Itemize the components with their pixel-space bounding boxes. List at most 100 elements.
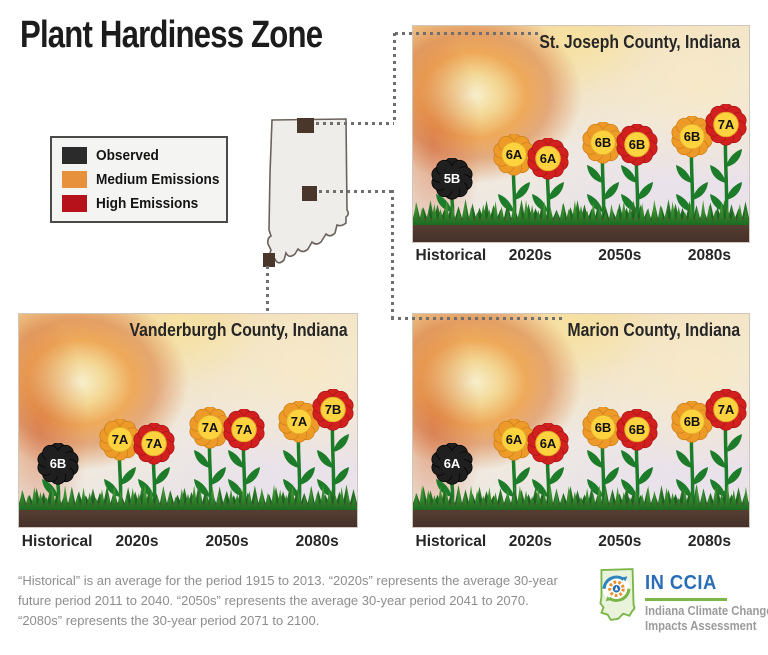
connector-st-joseph-h2 [395, 32, 538, 35]
footnote-line: “Historical” is an average for the perio… [18, 573, 558, 588]
inccia-logo: IN CCIA Indiana Climate Change Impacts A… [596, 567, 768, 634]
legend-swatch-high [62, 195, 87, 212]
flower-high-6A: 6A [527, 423, 569, 505]
connector-st-joseph-v [393, 33, 396, 124]
panel-st-joseph: St. Joseph County, Indiana 5B 6A 6A 6B 6B 6B 7… [412, 25, 750, 243]
county-marker-vanderburgh [263, 253, 275, 267]
svg-text:6B: 6B [50, 456, 67, 471]
flower-medium-6A: 6A [493, 419, 535, 505]
svg-text:6B: 6B [594, 135, 611, 150]
svg-text:7A: 7A [291, 414, 308, 429]
flower-group-2050s: 6B 6B [580, 407, 660, 505]
panel-title: St. Joseph County, Indiana [539, 31, 740, 52]
flower-group-historical: 6A [429, 443, 475, 505]
flower-group-historical: 5B [429, 158, 475, 220]
period-label-2080s: 2080s [295, 533, 339, 550]
flower-medium-7A: 7A [99, 419, 141, 505]
legend-swatch-observed [62, 147, 87, 164]
flower-medium-6B: 6B [671, 116, 713, 220]
panel-title: Marion County, Indiana [567, 319, 740, 340]
period-labels-vanderburgh: Historical 2020s 2050s 2080s [18, 533, 358, 553]
county-marker-st-joseph [297, 118, 314, 133]
period-label-2020s: 2020s [508, 533, 552, 550]
legend-item: Observed [62, 147, 216, 164]
legend-label: High Emissions [96, 195, 199, 212]
svg-text:6A: 6A [505, 432, 522, 447]
svg-text:5B: 5B [443, 171, 460, 186]
flower-medium-6B: 6B [671, 401, 713, 505]
flower-high-6A: 6A [527, 138, 569, 220]
flower-high-7A: 7A [133, 423, 175, 505]
flower-group-2020s: 6A 6A [491, 134, 571, 220]
svg-text:7B: 7B [325, 402, 342, 417]
svg-text:7A: 7A [202, 420, 219, 435]
period-label-historical: Historical [415, 247, 487, 264]
flower-group-historical: 6B [35, 443, 81, 505]
flower-group-2020s: 6A 6A [491, 419, 571, 505]
connector-marion-h1 [319, 190, 393, 193]
period-label-2020s: 2020s [115, 533, 159, 550]
logo-line1: Indiana Climate Change [645, 603, 768, 618]
panel-marion: Marion County, Indiana 6A 6A 6A 6B 6B 6B 7A [412, 313, 750, 528]
county-marker-marion [302, 186, 317, 201]
svg-text:6A: 6A [505, 147, 522, 162]
svg-text:6B: 6B [628, 137, 645, 152]
svg-text:6A: 6A [539, 151, 556, 166]
page-title: Plant Hardiness Zone [20, 14, 323, 56]
flower-group-2080s: 7A 7B [276, 389, 356, 505]
period-label-2050s: 2050s [598, 533, 642, 550]
svg-text:7A: 7A [112, 432, 129, 447]
svg-text:6B: 6B [594, 420, 611, 435]
svg-text:6B: 6B [683, 129, 700, 144]
svg-text:7A: 7A [717, 402, 734, 417]
period-label-historical: Historical [21, 533, 93, 550]
logo-rule [645, 598, 727, 601]
legend-swatch-medium [62, 171, 87, 188]
flower-field: 5B 6A 6A 6B 6B 6B 7A [413, 26, 749, 220]
indiana-map [263, 118, 350, 267]
flower-field: 6B 7A 7A 7A 7A 7A 7B [19, 314, 357, 505]
connector-vanderburgh-v [266, 266, 269, 313]
period-label-2080s: 2080s [687, 533, 731, 550]
svg-text:6B: 6B [683, 414, 700, 429]
period-label-2050s: 2050s [205, 533, 249, 550]
footnote: “Historical” is an average for the perio… [18, 571, 578, 630]
flower-high-7B: 7B [312, 389, 354, 505]
svg-text:7A: 7A [236, 422, 253, 437]
legend-item: High Emissions [62, 195, 216, 212]
flower-group-2080s: 6B 7A [669, 104, 749, 220]
period-labels-marion: Historical 2020s 2050s 2080s [412, 533, 750, 553]
flower-high-6B: 6B [616, 409, 658, 505]
flower-group-2080s: 6B 7A [669, 389, 749, 505]
legend-box: Observed Medium Emissions High Emissions [50, 136, 228, 223]
svg-text:6A: 6A [539, 436, 556, 451]
svg-text:6B: 6B [628, 422, 645, 437]
flower-field: 6A 6A 6A 6B 6B 6B 7A [413, 314, 749, 505]
period-label-2050s: 2050s [598, 247, 642, 264]
flower-high-7A: 7A [705, 389, 747, 505]
flower-observed-5B: 5B [431, 158, 473, 220]
legend-label: Medium Emissions [96, 171, 220, 188]
footnote-line: “2080s” represents the 30-year period 20… [18, 612, 320, 628]
footnote-line: future period 2011 to 2040. “2050s” repr… [18, 592, 529, 608]
period-label-historical: Historical [415, 533, 487, 550]
period-label-2080s: 2080s [687, 247, 731, 264]
flower-observed-6B: 6B [37, 443, 79, 505]
svg-text:7A: 7A [717, 117, 734, 132]
legend-item: Medium Emissions [62, 171, 220, 188]
flower-observed-6A: 6A [431, 443, 473, 505]
inccia-logo-icon [599, 568, 636, 621]
connector-marion-h2 [391, 317, 563, 320]
flower-group-2020s: 7A 7A [97, 419, 177, 505]
flower-high-6B: 6B [616, 124, 658, 220]
period-label-2020s: 2020s [508, 247, 552, 264]
connector-marion-v [391, 190, 394, 320]
legend-label: Observed [96, 147, 159, 164]
svg-text:6A: 6A [443, 456, 460, 471]
logo-acronym: IN CCIA [645, 572, 717, 594]
panel-title: Vanderburgh County, Indiana [129, 319, 348, 340]
logo-line2: Impacts Assessment [645, 618, 757, 633]
panel-vanderburgh: Vanderburgh County, Indiana 6B 7A 7A 7A 7A 7A… [18, 313, 358, 528]
flower-high-7A: 7A [705, 104, 747, 220]
